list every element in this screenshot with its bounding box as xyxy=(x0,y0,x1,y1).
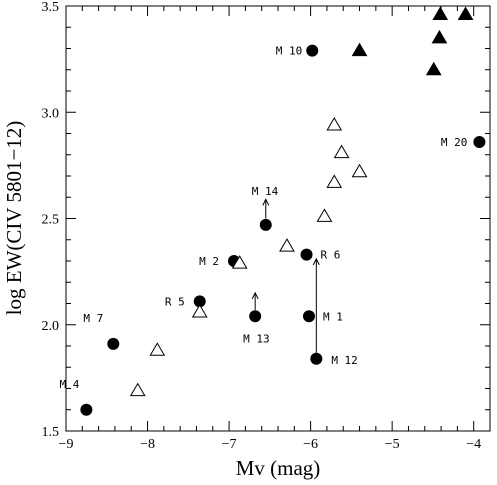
axis-ticks xyxy=(65,5,491,432)
point-label: M 13 xyxy=(243,332,270,345)
filled-triangle-point xyxy=(457,6,474,20)
point-label: R 6 xyxy=(321,249,341,262)
open-triangle-point xyxy=(351,163,368,178)
open-triangle-point xyxy=(316,208,333,222)
point-label: M 20 xyxy=(441,136,468,149)
arrow-head xyxy=(251,291,259,300)
point-label: M 4 xyxy=(60,378,80,391)
open-triangle-point xyxy=(279,238,295,252)
filled-circle-point xyxy=(80,403,93,416)
x-axis-title: Mv (mag) xyxy=(236,456,321,480)
filled-circle-point xyxy=(107,337,120,350)
x-tick-label: −4 xyxy=(466,437,481,452)
y-tick-label: 2.5 xyxy=(42,213,60,228)
filled-circle-point xyxy=(259,218,272,231)
x-tick-label: −8 xyxy=(140,437,155,452)
x-tick-label: −5 xyxy=(385,437,400,452)
arrow-head xyxy=(312,257,320,266)
point-label: M 10 xyxy=(276,45,303,58)
x-tick-label: −7 xyxy=(222,437,237,452)
open-triangle-point xyxy=(191,304,208,318)
filled-circle-point xyxy=(249,310,262,323)
y-tick-label: 3.5 xyxy=(42,0,60,15)
x-tick-label: −6 xyxy=(303,437,318,452)
limit-arrows xyxy=(251,198,320,355)
filled-circle-point xyxy=(302,310,315,323)
point-label: M 14 xyxy=(252,185,279,198)
plot-frame xyxy=(65,5,491,432)
filled-circle-point xyxy=(300,248,313,261)
point-label: M 2 xyxy=(199,255,219,268)
point-label: M 12 xyxy=(331,354,358,367)
point-label: R 5 xyxy=(165,295,185,308)
open-triangle-point xyxy=(149,342,166,356)
y-tick-label: 1.5 xyxy=(42,425,60,440)
arrow-head xyxy=(262,198,270,206)
filled-circle-point xyxy=(306,44,319,57)
y-tick-label: 2.0 xyxy=(42,319,60,334)
open-triangle-point xyxy=(326,174,343,188)
open-triangle-point xyxy=(231,255,248,269)
open-triangle-point xyxy=(326,117,343,131)
open-triangle-point xyxy=(333,144,350,159)
x-tick-label: −9 xyxy=(59,437,74,452)
tick-labels: −9 −8 −7 −6 −5 −4 1.5 2.0 2.5 3.0 3.5 xyxy=(42,0,482,452)
point-label: M 7 xyxy=(83,312,103,325)
filled-triangle-point xyxy=(425,61,442,76)
open-triangle-point xyxy=(129,382,146,397)
y-axis-title: log EW(CIV 5801−12) xyxy=(2,121,26,316)
filled-circle-point xyxy=(473,136,486,148)
point-label: M 1 xyxy=(323,310,343,323)
y-tick-label: 3.0 xyxy=(42,106,60,121)
filled-triangle-point xyxy=(431,29,448,44)
filled-triangle-point xyxy=(351,42,368,57)
filled-circle-point xyxy=(193,295,206,308)
data-points xyxy=(80,6,486,416)
filled-triangle-point xyxy=(432,6,449,20)
filled-circle-point xyxy=(310,352,323,365)
point-labels: M 4 M 7 R 5 M 2 M 13 M 14 R 6 M 1 M 12 M 10 M 20 xyxy=(60,45,468,391)
